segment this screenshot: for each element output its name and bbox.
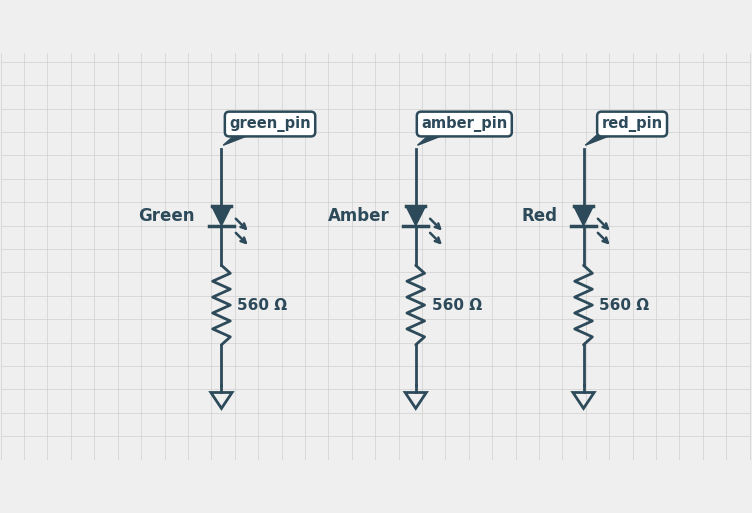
Text: 560 Ω: 560 Ω (432, 298, 482, 312)
Polygon shape (212, 206, 231, 226)
Text: Red: Red (521, 207, 557, 225)
Polygon shape (223, 133, 255, 145)
Polygon shape (574, 206, 593, 226)
Text: 560 Ω: 560 Ω (599, 298, 650, 312)
Text: amber_pin: amber_pin (421, 116, 508, 132)
Text: 560 Ω: 560 Ω (238, 298, 287, 312)
Text: red_pin: red_pin (602, 116, 663, 132)
Polygon shape (406, 206, 426, 226)
Polygon shape (417, 133, 449, 145)
Text: green_pin: green_pin (229, 116, 311, 132)
Polygon shape (585, 133, 617, 145)
Text: Green: Green (138, 207, 195, 225)
Text: Amber: Amber (328, 207, 390, 225)
